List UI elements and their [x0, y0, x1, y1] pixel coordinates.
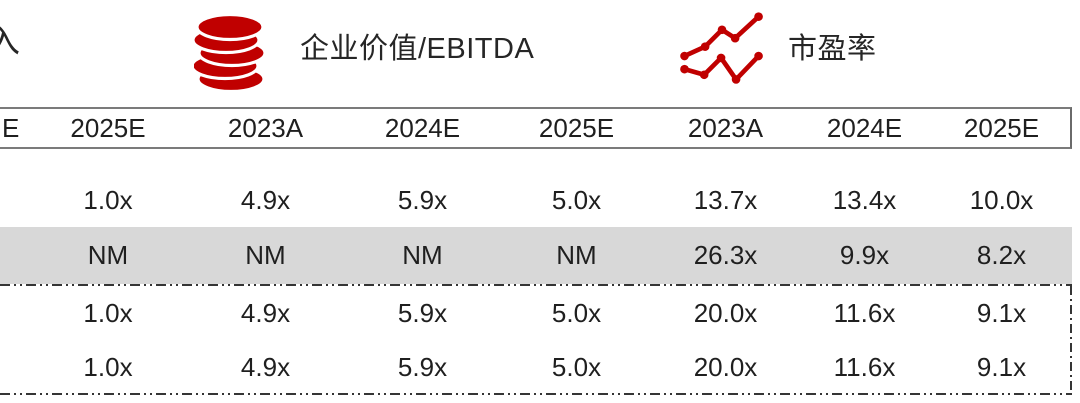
table-cell: 5.0x	[551, 298, 602, 328]
column-header: 2023A	[227, 112, 304, 143]
column-header: 2025E	[538, 112, 615, 143]
table-row-highlighted: NM NM NM NM 26.3x 9.9x 8.2x	[0, 227, 1072, 284]
table-cell: 1.0x	[83, 185, 133, 215]
table-cell: 4.9x	[240, 351, 291, 382]
revenue-metric-label-clipped: 入	[0, 22, 20, 59]
table-cell: 5.9x	[397, 351, 448, 382]
table-cell: 5.9x	[397, 298, 448, 328]
table-cell: 4.9x	[240, 298, 291, 328]
table-cell: 26.3x	[693, 240, 758, 270]
valuation-metrics-legend: 入 企业价值/EBITDA	[0, 0, 1080, 107]
table-cell: 5.0x	[551, 185, 602, 215]
table-cell: NM	[87, 240, 129, 270]
table-cell: NM	[556, 240, 597, 270]
table-cell: 9.9x	[839, 240, 890, 270]
table-cell: 13.4x	[832, 185, 897, 215]
table-cell: 5.9x	[397, 185, 448, 215]
dash-dot-right-border	[1070, 286, 1072, 393]
table-row: 1.0x 4.9x 5.9x 5.0x 13.7x 13.4x 10.0x	[0, 149, 1072, 227]
table-cell: 11.6x	[833, 298, 896, 328]
table-cell: 10.0x	[969, 185, 1034, 215]
table-row: 1.0x 4.9x 5.9x 5.0x 20.0x 11.6x 9.1x	[0, 286, 1072, 341]
column-header: 2024E	[826, 112, 903, 143]
trend-lines-icon	[680, 12, 763, 84]
table-header-row: E 2025E 2023A 2024E 2025E 2023A 2024E 20…	[0, 107, 1072, 149]
dash-dot-separator	[0, 284, 1072, 286]
table-cell: NM	[402, 240, 443, 270]
ev-ebitda-label: 企业价值/EBITDA	[300, 33, 535, 65]
table-cell: 20.0x	[693, 351, 758, 382]
table-cell: 1.0x	[83, 351, 133, 382]
table-row: 1.0x 4.9x 5.9x 5.0x 20.0x 11.6x 9.1x	[0, 341, 1072, 393]
column-header-clipped: E	[2, 112, 20, 143]
table-cell: 5.0x	[551, 351, 602, 382]
coin-stack-icon	[194, 13, 266, 93]
table-cell: 13.7x	[693, 185, 758, 215]
table-cell: 11.6x	[833, 351, 896, 382]
table-cell: NM	[245, 240, 286, 270]
dash-dot-separator	[0, 393, 1072, 395]
column-header: 2025E	[70, 112, 146, 143]
table-cell: 9.1x	[976, 298, 1027, 328]
column-header: 2023A	[687, 112, 764, 143]
table-cell: 4.9x	[240, 185, 291, 215]
pe-ratio-label: 市盈率	[788, 33, 877, 65]
table-cell: 1.0x	[83, 298, 133, 328]
column-header: 2024E	[384, 112, 461, 143]
column-header: 2025E	[963, 112, 1040, 143]
table-cell: 20.0x	[693, 298, 758, 328]
table-cell: 8.2x	[976, 240, 1027, 270]
table-cell: 9.1x	[976, 351, 1027, 382]
